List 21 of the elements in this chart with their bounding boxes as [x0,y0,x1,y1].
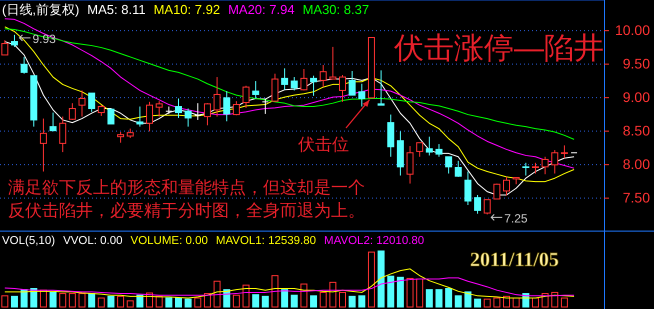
y-tick-label: 7.50 [622,190,650,206]
text: MAVOL2: 12010.80 [324,235,424,247]
text: VOLUME: 0.00 [130,235,208,247]
annotation: 7.25 [504,211,528,226]
y-tick-label: 8.00 [622,156,650,172]
annotation: 伏击位 [298,135,349,154]
y-tick-label: 8.50 [622,122,650,139]
text: VVOL: 0.00 [63,235,123,247]
annotation: 2011/11/05 [470,249,559,271]
annotation: 满足欲下反上的形态和量能特点，但这却是一个反伏击陷井，必要精于分时图，全身而退为上。 [8,177,366,222]
y-tick-label: 10.00 [614,22,650,38]
text: MA5: 8.11 [87,2,146,17]
text: MAVOL1: 12539.80 [216,235,316,247]
text: MA30: 8.37 [302,2,370,17]
annotation: 伏击涨停—陷井 [394,32,604,65]
text: MA20: 7.94 [228,2,295,17]
chart-title: (日线,前复权) [2,2,80,17]
y-tick-label: 9.00 [622,89,650,106]
y-tick-label: 9.50 [622,56,650,72]
chart-title: VOL(5,10) [2,235,56,247]
text: MA10: 7.92 [154,2,220,17]
